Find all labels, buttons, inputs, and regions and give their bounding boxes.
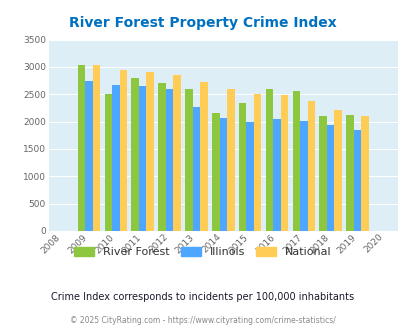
Bar (146, 72, 153, 231)
Bar (345, 115, 353, 231)
Bar (185, 89, 192, 231)
Bar (360, 115, 368, 231)
Bar (292, 91, 299, 231)
Bar (92, 65, 100, 231)
Bar (173, 75, 180, 231)
Bar (273, 119, 280, 231)
Bar (280, 95, 288, 231)
Bar (307, 101, 314, 231)
Legend: River Forest, Illinois, National: River Forest, Illinois, National (70, 243, 335, 262)
Text: © 2025 CityRating.com - https://www.cityrating.com/crime-statistics/: © 2025 CityRating.com - https://www.city… (70, 315, 335, 325)
Text: River Forest Property Crime Index: River Forest Property Crime Index (69, 16, 336, 30)
Text: Crime Index corresponds to incidents per 100,000 inhabitants: Crime Index corresponds to incidents per… (51, 292, 354, 302)
Bar (219, 118, 226, 231)
Bar (131, 79, 139, 231)
Bar (238, 103, 246, 231)
Bar (158, 83, 165, 231)
Bar (211, 114, 219, 231)
Bar (112, 85, 119, 231)
Bar (165, 89, 173, 231)
Bar (200, 82, 207, 231)
Bar (265, 89, 273, 231)
Bar (353, 130, 360, 231)
Bar (192, 107, 200, 231)
Bar (319, 116, 326, 231)
Bar (139, 85, 146, 231)
Bar (119, 70, 127, 231)
Bar (334, 110, 341, 231)
Bar (253, 94, 261, 231)
Bar (85, 81, 92, 231)
Bar (299, 121, 307, 231)
Bar (246, 122, 253, 231)
Bar (226, 89, 234, 231)
Bar (326, 125, 334, 231)
Bar (104, 94, 112, 231)
Bar (77, 65, 85, 231)
